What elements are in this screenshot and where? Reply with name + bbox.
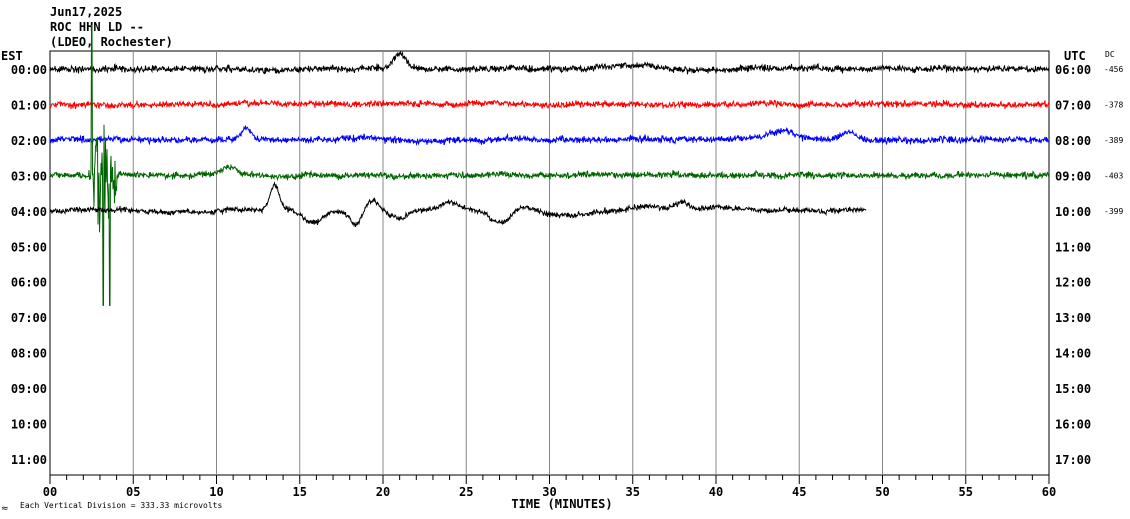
utc-row-label: 08:00 (1055, 134, 1091, 148)
utc-row-label: 09:00 (1055, 169, 1091, 183)
seismic-traces (49, 24, 1050, 306)
dc-offset-labels: -456 -378 -389 -403 -399 (1104, 65, 1123, 216)
x-tick-label: 15 (293, 485, 307, 499)
footer-logo: ≈ (1, 504, 9, 514)
est-row-label: 08:00 (11, 347, 47, 361)
header-station: ROC HHN LD -- (50, 20, 144, 34)
x-tick-label: 45 (792, 485, 806, 499)
est-row-label: 05:00 (11, 240, 47, 254)
trace-02:00 (49, 125, 1050, 147)
header-date: Jun17,2025 (50, 5, 122, 19)
dc-offset-label: -399 (1104, 207, 1123, 216)
utc-row-label: 13:00 (1055, 311, 1091, 325)
dc-offset-label: -403 (1104, 171, 1123, 180)
x-axis-ticks (49, 475, 1050, 484)
trace-01:00 (49, 98, 1050, 110)
x-tick-label: 00 (43, 485, 57, 499)
est-row-label: 07:00 (11, 311, 47, 325)
est-row-label: 01:00 (11, 98, 47, 112)
utc-row-label: 10:00 (1055, 205, 1091, 219)
est-row-label: 02:00 (11, 134, 47, 148)
utc-row-label: 06:00 (1055, 63, 1091, 77)
x-tick-label: 50 (875, 485, 889, 499)
x-axis-tick-labels: 00 05 10 15 20 25 30 35 40 45 50 55 60 (43, 485, 1056, 499)
est-row-label: 06:00 (11, 276, 47, 290)
x-tick-label: 55 (959, 485, 973, 499)
est-row-label: 09:00 (11, 382, 47, 396)
utc-row-label: 17:00 (1055, 453, 1091, 467)
utc-row-label: 15:00 (1055, 382, 1091, 396)
dc-offset-label: -378 (1104, 100, 1123, 109)
footer-scale-text: Each Vertical Division = 333.33 microvol… (20, 501, 222, 510)
x-tick-label: 20 (376, 485, 390, 499)
x-tick-label: 35 (626, 485, 640, 499)
x-tick-label: 25 (459, 485, 473, 499)
utc-row-label: 07:00 (1055, 98, 1091, 112)
x-tick-label: 60 (1042, 485, 1056, 499)
utc-row-label: 12:00 (1055, 276, 1091, 290)
x-axis-label: TIME (MINUTES) (511, 497, 612, 511)
utc-row-label: 14:00 (1055, 347, 1091, 361)
left-axis-title: EST (1, 49, 23, 63)
utc-row-labels: 06:00 07:00 08:00 09:00 10:00 11:00 12:00 13:00… (1055, 63, 1091, 467)
est-row-label: 11:00 (11, 453, 47, 467)
x-tick-label: 10 (209, 485, 223, 499)
dc-offset-label: -389 (1104, 136, 1123, 145)
trace-03:00 (49, 24, 1050, 306)
est-row-label: 10:00 (11, 418, 47, 432)
utc-row-label: 16:00 (1055, 418, 1091, 432)
dc-title: DC (1105, 50, 1115, 59)
x-tick-label: 05 (126, 485, 140, 499)
est-row-label: 03:00 (11, 169, 47, 183)
est-row-labels: 00:00 01:00 02:00 03:00 04:00 05:00 06:00 07:00… (11, 63, 47, 467)
trace-04:00 (49, 181, 867, 228)
x-tick-label: 40 (709, 485, 723, 499)
dc-offset-label: -456 (1104, 65, 1123, 74)
utc-row-label: 11:00 (1055, 240, 1091, 254)
header-network: (LDEO, Rochester) (50, 35, 173, 49)
vertical-gridlines (132, 51, 967, 475)
trace-00:00 (49, 50, 1050, 75)
est-row-label: 00:00 (11, 63, 47, 77)
x-tick-label: 30 (542, 485, 556, 499)
est-row-label: 04:00 (11, 205, 47, 219)
right-axis-title: UTC (1064, 49, 1086, 63)
